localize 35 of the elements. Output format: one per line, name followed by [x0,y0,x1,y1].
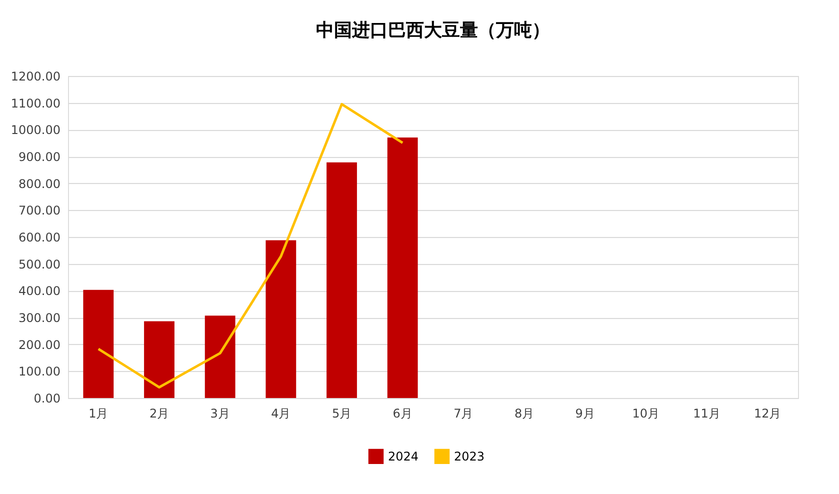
x-tick-label: 8月 [514,406,534,420]
x-tick-label: 2月 [149,406,170,420]
chart-title: 中国进口巴西大豆量（万吨） [316,20,550,41]
y-tick-label: 200.00 [18,338,60,352]
x-tick-label: 10月 [632,406,660,420]
bar [326,162,357,398]
y-tick-label: 800.00 [18,176,60,191]
bar [144,321,174,398]
bar [266,240,296,398]
bar [204,316,236,398]
x-tick-label: 9月 [575,406,595,420]
bar [83,290,114,398]
y-tick-label: 900.00 [18,150,60,164]
y-tick-label: 300.00 [18,311,60,325]
legend-label: 2023 [454,449,485,464]
y-tick-label: 600.00 [18,230,60,244]
y-tick-label: 100.00 [18,364,60,379]
x-tick-label: 7月 [454,406,474,420]
x-tick-label: 5月 [332,406,352,420]
x-tick-label: 3月 [210,406,230,420]
x-tick-label: 12月 [754,406,782,420]
y-tick-label: 500.00 [18,257,60,272]
y-tick-label: 1200.00 [10,70,60,84]
x-tick-label: 4月 [271,406,291,420]
y-tick-label: 700.00 [18,204,60,218]
line-series [97,102,404,389]
y-tick-label: 400.00 [18,284,60,298]
x-tick-label: 11月 [693,406,720,420]
x-tick-label: 6月 [392,406,412,420]
y-tick-label: 0.00 [34,392,60,406]
bar [387,137,418,398]
x-tick-label: 1月 [88,406,108,420]
y-tick-label: 1100.00 [10,96,60,110]
legend-label: 2024 [388,449,419,464]
y-tick-label: 1000.00 [10,123,60,138]
